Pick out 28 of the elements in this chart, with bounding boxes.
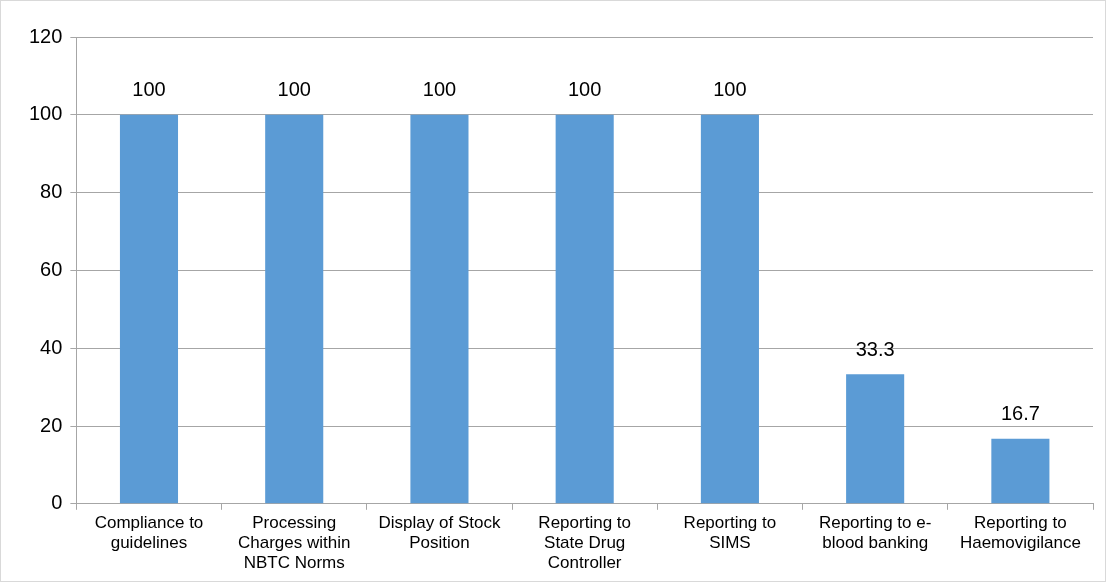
bar — [846, 374, 905, 504]
data-label: 100 — [277, 78, 311, 101]
y-tick-label: 100 — [28, 102, 63, 125]
data-label: 100 — [713, 78, 747, 101]
y-tick-label: 20 — [40, 413, 63, 436]
y-tick-label: 40 — [40, 335, 63, 358]
data-label: 100 — [422, 78, 457, 101]
bar — [700, 114, 759, 504]
x-tick-label: Reporting to Haemovigilance — [959, 512, 1081, 553]
data-label: 100 — [568, 78, 602, 101]
x-tick-label: Reporting to SIMS — [683, 512, 777, 553]
y-tick-label: 120 — [28, 24, 63, 47]
bar — [410, 114, 469, 504]
bar — [265, 114, 324, 504]
x-tick-label: Compliance to guidelines — [94, 512, 204, 553]
x-tick-label: Reporting to State Drug Controller — [538, 512, 631, 573]
bar — [991, 438, 1050, 504]
data-label: 100 — [132, 78, 166, 101]
x-tick-label: Reporting to e-blood banking — [818, 512, 932, 553]
y-tick-label: 80 — [40, 180, 63, 203]
x-tick-label: Processing Charges within NBTC Norms — [237, 512, 351, 573]
data-label: 16.7 — [1000, 402, 1040, 425]
x-tick-label: Display of Stock Position — [378, 512, 501, 553]
data-label: 33.3 — [855, 337, 895, 360]
bar — [555, 114, 614, 504]
bar — [119, 114, 179, 504]
y-tick-label: 0 — [51, 491, 63, 514]
y-tick-label: 60 — [40, 257, 63, 280]
